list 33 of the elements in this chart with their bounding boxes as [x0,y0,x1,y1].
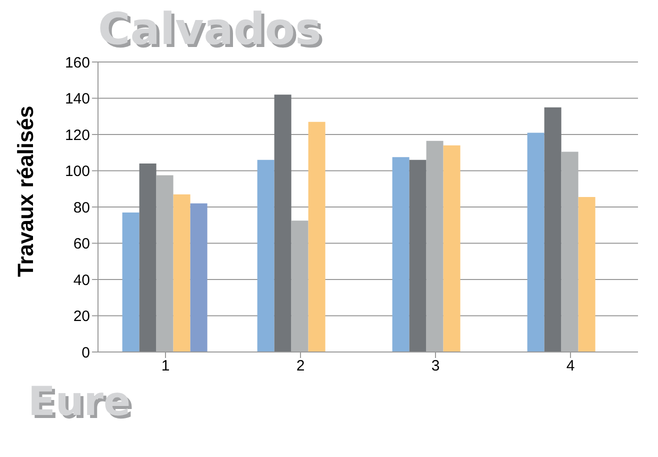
bar [156,175,174,352]
bar [544,107,562,352]
x-tick-label: 3 [431,358,440,375]
x-tick-label: 1 [161,358,170,375]
bar [578,197,596,352]
bar [527,132,544,352]
bar [443,145,460,352]
bar [561,152,578,352]
bar [308,122,326,352]
chart-title: Calvados [97,4,322,55]
y-tick-label: 140 [64,90,90,108]
bar [392,157,410,352]
bar [122,212,140,352]
bar [274,94,292,352]
y-tick-label: 40 [73,272,90,289]
bar [257,160,274,352]
bar [426,140,444,352]
y-tick-label: 160 [64,54,90,72]
bar [173,194,190,352]
y-tick-label: 60 [73,236,90,253]
x-tick-label: 2 [296,358,305,375]
y-tick-label: 120 [64,126,90,144]
y-tick-label: 80 [73,199,90,216]
y-tick-label: 100 [64,163,90,180]
bar [409,160,426,352]
bar [291,220,308,352]
text: Eure [27,379,132,425]
y-tick-label: 20 [73,308,90,326]
x-tick-label: 4 [566,358,575,375]
bar [190,203,208,352]
y-tick-label: 0 [82,344,90,362]
y-axis-title: Travaux réalisés [12,106,38,277]
bar [139,164,156,352]
